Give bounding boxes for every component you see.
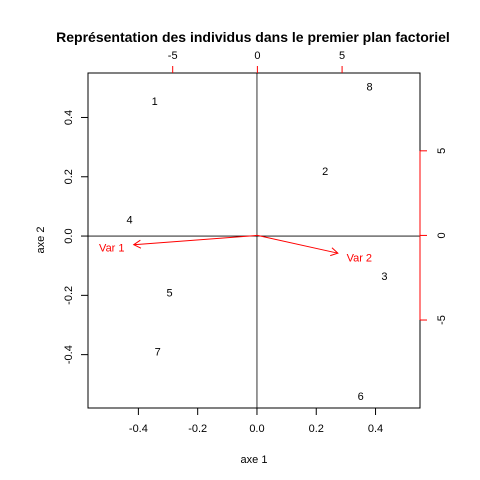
individual-label: 8 xyxy=(367,81,373,93)
y-tick-label: -0.4 xyxy=(63,345,75,364)
variable-label: Var 1 xyxy=(99,242,124,254)
right-tick-label: 5 xyxy=(436,148,448,154)
x-tick-label: -0.2 xyxy=(188,423,207,435)
individual-label: 7 xyxy=(155,347,161,359)
individual-label: 6 xyxy=(358,391,364,403)
right-tick-label: -5 xyxy=(436,315,448,325)
top-tick-label: -5 xyxy=(168,50,178,62)
individual-label: 5 xyxy=(166,287,172,299)
y-tick-label: 0.2 xyxy=(63,169,75,184)
individual-label: 1 xyxy=(152,96,158,108)
variable-arrowhead xyxy=(330,247,339,257)
y-tick-label: 0.4 xyxy=(63,110,75,125)
variable-arrow xyxy=(133,234,258,246)
individual-label: 4 xyxy=(126,215,132,227)
x-tick-label: 0.0 xyxy=(249,423,264,435)
variable-label: Var 2 xyxy=(347,252,372,264)
x-tick-label: 0.4 xyxy=(368,423,383,435)
top-tick-label: 5 xyxy=(339,50,345,62)
x-tick-label: 0.2 xyxy=(309,423,324,435)
individual-label: 2 xyxy=(322,166,328,178)
y-tick-label: -0.2 xyxy=(63,286,75,305)
x-tick-label: -0.4 xyxy=(129,423,148,435)
chart-title: Représentation des individus dans le pre… xyxy=(56,29,450,45)
individuals-layer: 1 2 3 4 5 6 7 8 xyxy=(126,81,387,403)
right-axis-secondary: 5 0 -5 xyxy=(419,148,448,325)
zero-lines xyxy=(88,73,420,408)
y-tick-label: 0.0 xyxy=(63,228,75,243)
variable-arrow xyxy=(257,234,338,254)
y-axis-label: axe 2 xyxy=(35,227,47,254)
x-axis-label: axe 1 xyxy=(241,454,268,466)
right-tick-label: 0 xyxy=(436,232,448,238)
top-tick-label: 0 xyxy=(254,50,260,62)
variable-arrowhead xyxy=(132,239,142,249)
individual-label: 3 xyxy=(381,271,387,283)
variables-layer: Var 1 Var 2 xyxy=(99,234,372,264)
bottom-axis: -0.4 -0.2 0.0 0.2 0.4 xyxy=(129,407,383,435)
plot-frame xyxy=(87,72,421,409)
left-axis: -0.4 -0.2 0.0 0.2 0.4 xyxy=(63,110,89,364)
top-axis-secondary: -5 0 5 xyxy=(168,50,345,73)
